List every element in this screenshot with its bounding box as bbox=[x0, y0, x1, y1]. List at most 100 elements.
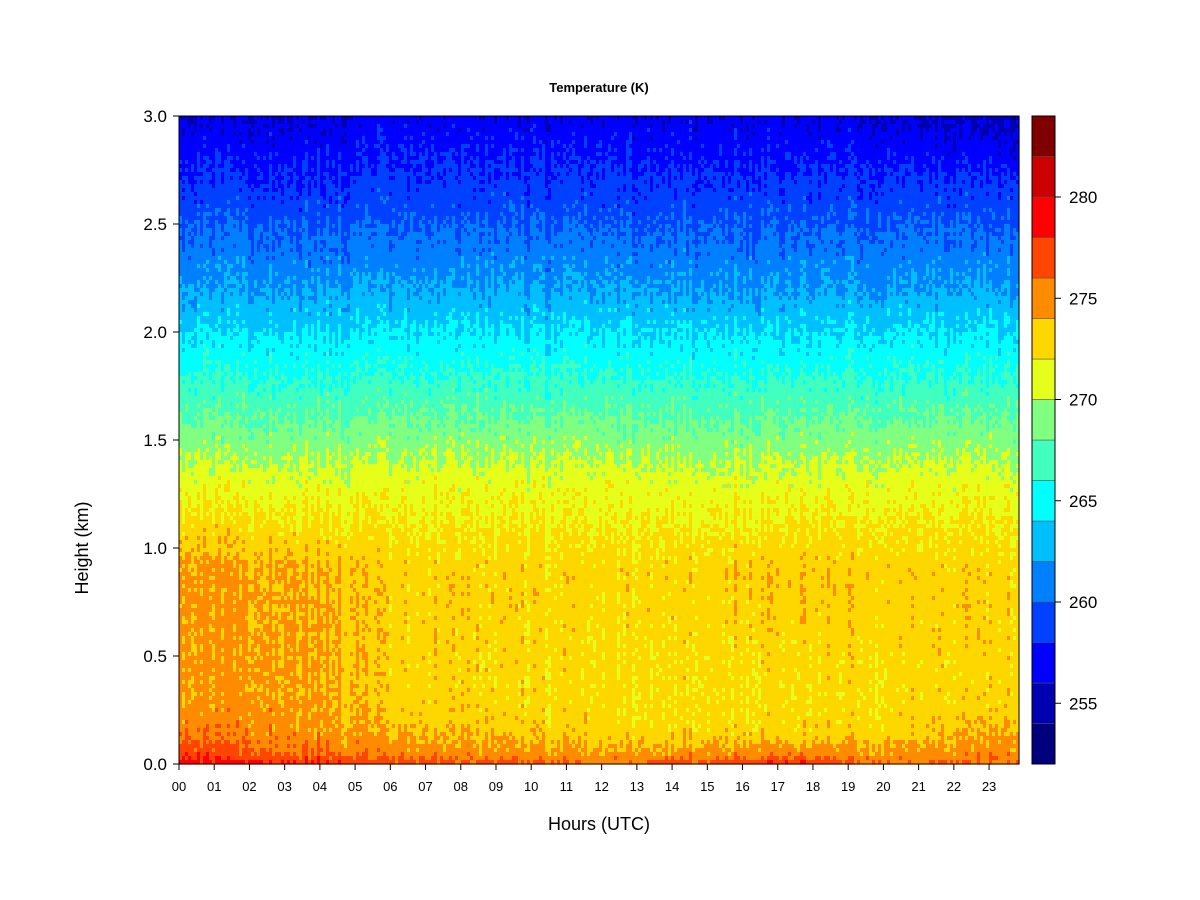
heatmap-cell bbox=[284, 164, 288, 217]
heatmap-cell bbox=[290, 700, 294, 709]
heatmap-cell bbox=[191, 308, 195, 333]
heatmap-cell bbox=[281, 252, 285, 257]
heatmap-cell bbox=[224, 448, 228, 453]
heatmap-cell bbox=[254, 612, 258, 621]
heatmap-cell bbox=[221, 504, 225, 509]
heatmap-cell bbox=[194, 664, 198, 693]
heatmap-cell bbox=[269, 396, 273, 401]
heatmap-cell bbox=[233, 624, 237, 633]
heatmap-cell bbox=[254, 368, 258, 381]
heatmap-cell bbox=[293, 412, 297, 445]
heatmap-cell bbox=[254, 456, 258, 461]
heatmap-cell bbox=[299, 680, 303, 685]
heatmap-cell bbox=[338, 276, 342, 285]
heatmap-cell bbox=[329, 348, 333, 357]
heatmap-cell bbox=[200, 676, 204, 681]
heatmap-cell bbox=[338, 556, 342, 585]
heatmap-cell bbox=[329, 376, 333, 385]
heatmap-cell bbox=[263, 620, 267, 625]
heatmap-cell bbox=[296, 692, 300, 701]
heatmap-cell bbox=[263, 524, 267, 589]
heatmap-cell bbox=[266, 612, 270, 617]
heatmap-cell bbox=[299, 656, 303, 681]
heatmap-cell bbox=[263, 624, 267, 633]
heatmap-cell bbox=[179, 456, 183, 461]
heatmap-cell bbox=[203, 316, 207, 325]
heatmap-cell bbox=[329, 728, 333, 733]
heatmap-cell bbox=[284, 544, 288, 557]
heatmap-cell bbox=[251, 440, 255, 461]
heatmap-cell bbox=[311, 572, 315, 585]
heatmap-cell bbox=[215, 288, 219, 325]
heatmap-cell bbox=[218, 536, 222, 545]
heatmap-cell bbox=[314, 140, 318, 145]
heatmap-cell bbox=[218, 496, 222, 501]
heatmap-cell bbox=[305, 756, 309, 765]
heatmap-cell bbox=[287, 220, 291, 229]
heatmap-cell bbox=[296, 652, 300, 657]
heatmap-cell bbox=[305, 360, 309, 365]
heatmap-cell bbox=[326, 432, 330, 437]
heatmap-cell bbox=[218, 460, 222, 465]
heatmap-cell bbox=[230, 288, 234, 293]
heatmap-cell bbox=[212, 332, 216, 341]
heatmap-cell bbox=[182, 292, 186, 301]
heatmap-cell bbox=[203, 264, 207, 269]
heatmap-cell bbox=[272, 200, 276, 237]
heatmap-cell bbox=[272, 384, 276, 401]
heatmap-cell bbox=[200, 116, 204, 121]
heatmap-cell bbox=[335, 540, 339, 545]
heatmap-cell bbox=[284, 500, 288, 505]
heatmap-cell bbox=[209, 328, 213, 361]
heatmap-cell bbox=[242, 124, 246, 145]
heatmap-cell bbox=[200, 288, 204, 293]
heatmap-cell bbox=[332, 180, 336, 185]
heatmap-cell bbox=[320, 688, 324, 693]
heatmap-cell bbox=[308, 180, 312, 197]
heatmap-cell bbox=[185, 332, 189, 377]
heatmap-cell bbox=[197, 552, 201, 561]
heatmap-cell bbox=[191, 604, 195, 609]
heatmap-cell bbox=[218, 448, 222, 461]
heatmap-cell bbox=[335, 720, 339, 725]
heatmap-cell bbox=[308, 424, 312, 429]
heatmap-cell bbox=[269, 352, 273, 365]
heatmap-cell bbox=[236, 316, 240, 325]
heatmap-cell bbox=[326, 368, 330, 393]
heatmap-cell bbox=[233, 420, 237, 453]
heatmap-cell bbox=[266, 128, 270, 133]
heatmap-cell bbox=[248, 384, 252, 393]
heatmap-cell bbox=[323, 468, 327, 481]
heatmap-cell bbox=[278, 644, 282, 649]
heatmap-cell bbox=[221, 376, 225, 393]
heatmap-cell bbox=[299, 592, 303, 613]
heatmap-cell bbox=[266, 624, 270, 637]
heatmap-cell bbox=[227, 460, 231, 481]
heatmap-cell bbox=[275, 272, 279, 277]
heatmap-cell bbox=[335, 236, 339, 249]
heatmap-cell bbox=[221, 708, 225, 713]
heatmap-cell bbox=[332, 428, 336, 433]
heatmap-cell bbox=[293, 516, 297, 521]
heatmap-cell bbox=[224, 236, 228, 261]
heatmap-cell bbox=[197, 728, 201, 733]
heatmap-cell bbox=[281, 580, 285, 597]
heatmap-cell bbox=[245, 372, 249, 405]
heatmap-cell bbox=[272, 252, 276, 257]
heatmap-cell bbox=[245, 508, 249, 513]
heatmap-cell bbox=[239, 600, 243, 637]
heatmap-cell bbox=[293, 744, 297, 749]
heatmap-cell bbox=[269, 136, 273, 153]
heatmap-cell bbox=[251, 540, 255, 581]
heatmap-cell bbox=[284, 464, 288, 497]
heatmap-cell bbox=[179, 556, 183, 569]
heatmap-cell bbox=[275, 380, 279, 413]
heatmap-cell bbox=[218, 480, 222, 485]
heatmap-cell bbox=[281, 136, 285, 173]
heatmap-cell bbox=[272, 256, 276, 261]
heatmap-cell bbox=[239, 132, 243, 137]
heatmap-cell bbox=[296, 676, 300, 685]
heatmap-cell bbox=[182, 472, 186, 525]
heatmap-cell bbox=[281, 296, 285, 301]
heatmap-cell bbox=[332, 724, 336, 753]
